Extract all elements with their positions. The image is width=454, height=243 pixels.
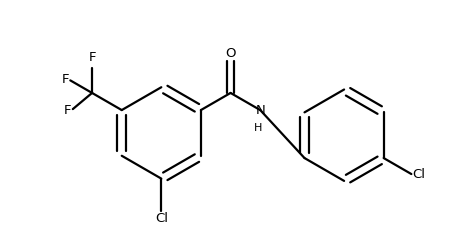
Text: Cl: Cl [155, 212, 168, 225]
Text: F: F [64, 104, 72, 117]
Text: H: H [254, 123, 262, 133]
Text: F: F [89, 51, 96, 64]
Text: Cl: Cl [413, 167, 425, 181]
Text: F: F [62, 73, 69, 86]
Text: N: N [255, 104, 265, 117]
Text: O: O [225, 47, 236, 60]
